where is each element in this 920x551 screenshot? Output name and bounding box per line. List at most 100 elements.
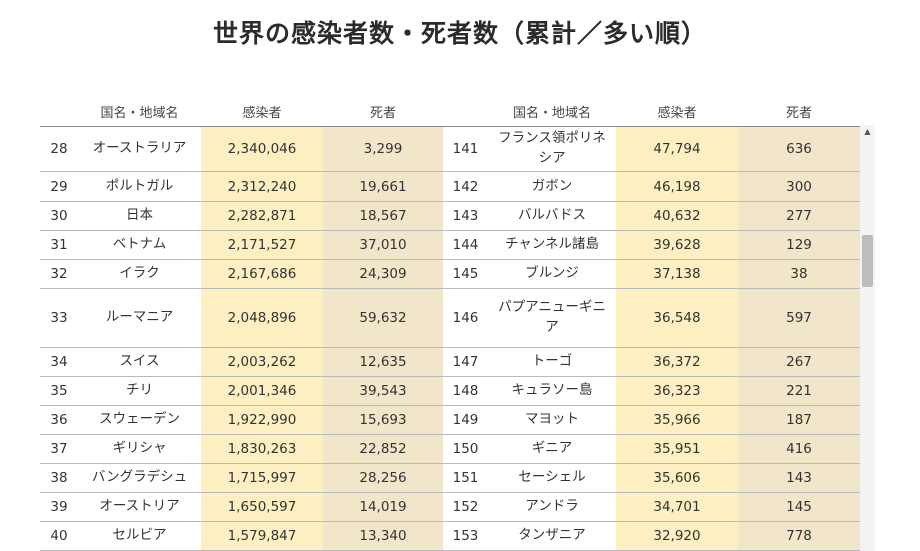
table-row: 39 オーストリア 1,650,597 14,019: [40, 492, 443, 522]
cases-cell: 2,001,346: [201, 376, 323, 406]
country-name-cell: イラク: [78, 259, 201, 289]
table-row: 153 タンザニア 32,920 778: [443, 521, 860, 551]
rank-cell: 148: [443, 376, 488, 406]
cases-cell: 1,830,263: [201, 434, 323, 464]
table-row: 148 キュラソー島 36,323 221: [443, 376, 860, 406]
cases-header: 感染者: [657, 105, 697, 121]
cases-cell: 1,579,847: [201, 521, 323, 551]
vertical-scrollbar[interactable]: ▲: [860, 125, 875, 551]
rank-header: [40, 96, 78, 127]
rank-cell: 152: [443, 492, 488, 522]
country-name-cell: ルーマニア: [78, 288, 201, 348]
scroll-thumb[interactable]: [862, 235, 873, 287]
country-name-cell: キュラソー島: [488, 376, 616, 406]
deaths-cell: 143: [738, 463, 860, 493]
table-row: 144 チャンネル諸島 39,628 129: [443, 230, 860, 260]
deaths-cell: 636: [738, 126, 860, 172]
country-name-cell: バングラデシュ: [78, 463, 201, 493]
table-header-row: 国名・地域名 感染者 死者: [40, 96, 443, 127]
name-header: 国名・地域名: [100, 105, 179, 121]
rank-cell: 31: [40, 230, 78, 260]
cases-cell: 35,951: [616, 434, 738, 464]
cases-cell: 2,003,262: [201, 347, 323, 377]
table-row: 36 スウェーデン 1,922,990 15,693: [40, 405, 443, 435]
cases-cell: 2,312,240: [201, 171, 323, 202]
cases-cell: 2,340,046: [201, 126, 323, 172]
deaths-cell: 59,632: [323, 288, 443, 348]
cases-cell: 35,966: [616, 405, 738, 435]
deaths-cell: 597: [738, 288, 860, 348]
table-row: 152 アンドラ 34,701 145: [443, 492, 860, 522]
country-name-cell: ギリシャ: [78, 434, 201, 464]
table-row: 30 日本 2,282,871 18,567: [40, 201, 443, 231]
table-row: 28 オーストラリア 2,340,046 3,299: [40, 126, 443, 172]
deaths-cell: 37,010: [323, 230, 443, 260]
table-row: 149 マヨット 35,966 187: [443, 405, 860, 435]
rank-cell: 37: [40, 434, 78, 464]
scroll-up-arrow-icon[interactable]: ▲: [864, 127, 871, 136]
rank-cell: 141: [443, 126, 488, 172]
country-name-cell: タンザニア: [488, 521, 616, 551]
name-header: 国名・地域名: [512, 105, 591, 121]
table-row: 32 イラク 2,167,686 24,309: [40, 259, 443, 289]
country-name-cell: オーストラリア: [78, 126, 201, 172]
country-name-cell: スウェーデン: [78, 405, 201, 435]
rank-cell: 29: [40, 171, 78, 202]
rank-cell: 28: [40, 126, 78, 172]
country-name-cell: マヨット: [488, 405, 616, 435]
country-name-cell: チリ: [78, 376, 201, 406]
country-name-cell: ギニア: [488, 434, 616, 464]
deaths-cell: 145: [738, 492, 860, 522]
rank-cell: 143: [443, 201, 488, 231]
rank-cell: 144: [443, 230, 488, 260]
country-name-cell: セーシェル: [488, 463, 616, 493]
cases-cell: 1,922,990: [201, 405, 323, 435]
deaths-cell: 19,661: [323, 171, 443, 202]
deaths-cell: 13,340: [323, 521, 443, 551]
table-row: 35 チリ 2,001,346 39,543: [40, 376, 443, 406]
cases-cell: 47,794: [616, 126, 738, 172]
rank-cell: 33: [40, 288, 78, 348]
rank-cell: 151: [443, 463, 488, 493]
cases-cell: 46,198: [616, 171, 738, 202]
deaths-cell: 778: [738, 521, 860, 551]
rank-header: [443, 96, 488, 127]
table-row: 37 ギリシャ 1,830,263 22,852: [40, 434, 443, 464]
cases-cell: 40,632: [616, 201, 738, 231]
rank-cell: 30: [40, 201, 78, 231]
table-row: 146 パプアニューギニア 36,548 597: [443, 288, 860, 348]
cases-cell: 2,048,896: [201, 288, 323, 348]
rank-cell: 146: [443, 288, 488, 348]
table-row: 141 フランス領ポリネシア 47,794 636: [443, 126, 860, 172]
table-row: 31 ベトナム 2,171,527 37,010: [40, 230, 443, 260]
country-name-cell: チャンネル諸島: [488, 230, 616, 260]
cases-cell: 35,606: [616, 463, 738, 493]
deaths-cell: 12,635: [323, 347, 443, 377]
deaths-cell: 221: [738, 376, 860, 406]
cases-cell: 34,701: [616, 492, 738, 522]
table-row: 143 バルバドス 40,632 277: [443, 201, 860, 231]
deaths-cell: 14,019: [323, 492, 443, 522]
country-name-cell: ブルンジ: [488, 259, 616, 289]
cases-cell: 2,171,527: [201, 230, 323, 260]
table-row: 29 ポルトガル 2,312,240 19,661: [40, 171, 443, 202]
deaths-cell: 28,256: [323, 463, 443, 493]
deaths-cell: 277: [738, 201, 860, 231]
rank-cell: 39: [40, 492, 78, 522]
country-name-cell: セルビア: [78, 521, 201, 551]
country-name-cell: アンドラ: [488, 492, 616, 522]
cases-table-right: 国名・地域名 感染者 死者 141 フランス領ポリネシア 47,794 636 142 ガ…: [443, 96, 860, 551]
rank-cell: 40: [40, 521, 78, 551]
deaths-cell: 300: [738, 171, 860, 202]
cases-cell: 2,167,686: [201, 259, 323, 289]
country-name-cell: 日本: [78, 201, 201, 231]
rank-cell: 32: [40, 259, 78, 289]
cases-table-left: 国名・地域名 感染者 死者 28 オーストラリア 2,340,046 3,299 29 ポ…: [40, 96, 443, 551]
rank-cell: 149: [443, 405, 488, 435]
table-row: 145 ブルンジ 37,138 38: [443, 259, 860, 289]
deaths-cell: 18,567: [323, 201, 443, 231]
country-name-cell: トーゴ: [488, 347, 616, 377]
table-row: 33 ルーマニア 2,048,896 59,632: [40, 288, 443, 348]
table-row: 151 セーシェル 35,606 143: [443, 463, 860, 493]
cases-cell: 37,138: [616, 259, 738, 289]
